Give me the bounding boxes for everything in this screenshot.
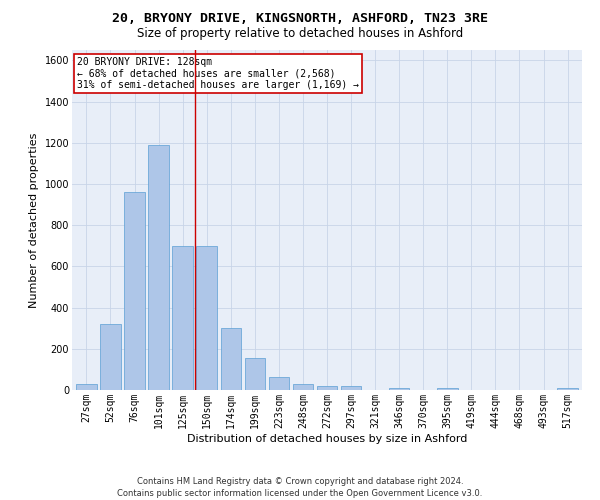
X-axis label: Distribution of detached houses by size in Ashford: Distribution of detached houses by size … — [187, 434, 467, 444]
Bar — [100, 324, 121, 390]
Y-axis label: Number of detached properties: Number of detached properties — [29, 132, 39, 308]
Text: Contains HM Land Registry data © Crown copyright and database right 2024.
Contai: Contains HM Land Registry data © Crown c… — [118, 476, 482, 498]
Text: 20, BRYONY DRIVE, KINGSNORTH, ASHFORD, TN23 3RE: 20, BRYONY DRIVE, KINGSNORTH, ASHFORD, T… — [112, 12, 488, 26]
Bar — [221, 328, 241, 390]
Bar — [196, 246, 217, 390]
Text: Size of property relative to detached houses in Ashford: Size of property relative to detached ho… — [137, 28, 463, 40]
Bar — [148, 145, 169, 390]
Bar — [437, 388, 458, 390]
Bar — [245, 358, 265, 390]
Bar — [317, 386, 337, 390]
Text: 20 BRYONY DRIVE: 128sqm
← 68% of detached houses are smaller (2,568)
31% of semi: 20 BRYONY DRIVE: 128sqm ← 68% of detache… — [77, 57, 359, 90]
Bar — [557, 388, 578, 390]
Bar — [76, 384, 97, 390]
Bar — [293, 384, 313, 390]
Bar — [389, 388, 409, 390]
Bar — [269, 376, 289, 390]
Bar — [341, 386, 361, 390]
Bar — [172, 246, 193, 390]
Bar — [124, 192, 145, 390]
